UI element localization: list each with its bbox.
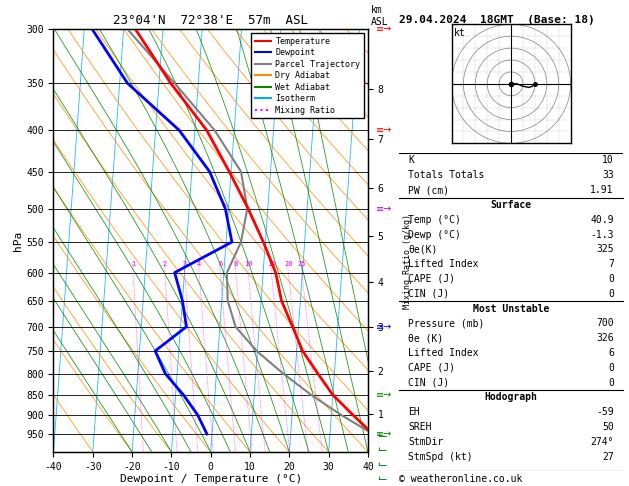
Text: © weatheronline.co.uk: © weatheronline.co.uk <box>399 473 523 484</box>
Text: ≡→: ≡→ <box>376 125 392 135</box>
Text: 326: 326 <box>596 333 614 343</box>
Text: 6: 6 <box>218 261 223 267</box>
Text: Pressure (mb): Pressure (mb) <box>408 318 485 329</box>
Text: 10: 10 <box>244 261 252 267</box>
Text: θe(K): θe(K) <box>408 244 438 254</box>
Text: CAPE (J): CAPE (J) <box>408 363 455 373</box>
Text: 0: 0 <box>608 378 614 387</box>
Text: 8: 8 <box>234 261 238 267</box>
Text: 10: 10 <box>602 156 614 166</box>
Text: SREH: SREH <box>408 422 432 432</box>
Text: Lifted Index: Lifted Index <box>408 259 479 269</box>
Text: Most Unstable: Most Unstable <box>473 304 549 313</box>
Text: 25: 25 <box>298 261 306 267</box>
Title: 23°04'N  72°38'E  57m  ASL: 23°04'N 72°38'E 57m ASL <box>113 14 308 27</box>
Text: kt: kt <box>454 28 465 38</box>
Text: -59: -59 <box>596 407 614 417</box>
Y-axis label: hPa: hPa <box>13 230 23 251</box>
Text: 325: 325 <box>596 244 614 254</box>
Text: ≡→: ≡→ <box>376 204 392 213</box>
Text: CAPE (J): CAPE (J) <box>408 274 455 284</box>
Text: 4: 4 <box>197 261 201 267</box>
Text: ≡→: ≡→ <box>376 322 392 332</box>
Text: ¬: ¬ <box>376 426 386 439</box>
Text: ¬: ¬ <box>376 455 386 468</box>
Text: Mixing Ratio (g/kg): Mixing Ratio (g/kg) <box>403 214 411 309</box>
Text: θe (K): θe (K) <box>408 333 443 343</box>
Legend: Temperature, Dewpoint, Parcel Trajectory, Dry Adiabat, Wet Adiabat, Isotherm, Mi: Temperature, Dewpoint, Parcel Trajectory… <box>252 34 364 118</box>
Text: 27: 27 <box>602 451 614 462</box>
Text: PW (cm): PW (cm) <box>408 185 450 195</box>
Text: ¬: ¬ <box>376 470 386 483</box>
Text: Totals Totals: Totals Totals <box>408 170 485 180</box>
Text: ≡→: ≡→ <box>376 390 392 400</box>
Text: 40.9: 40.9 <box>590 215 614 225</box>
X-axis label: Dewpoint / Temperature (°C): Dewpoint / Temperature (°C) <box>120 474 302 485</box>
Text: 20: 20 <box>284 261 292 267</box>
Text: 29.04.2024  18GMT  (Base: 18): 29.04.2024 18GMT (Base: 18) <box>399 15 595 25</box>
Text: 1.91: 1.91 <box>590 185 614 195</box>
Text: EH: EH <box>408 407 420 417</box>
Text: ≡→: ≡→ <box>376 24 392 34</box>
Text: 33: 33 <box>602 170 614 180</box>
Text: 1: 1 <box>131 261 135 267</box>
Text: CIN (J): CIN (J) <box>408 378 450 387</box>
Text: Temp (°C): Temp (°C) <box>408 215 461 225</box>
Text: 0: 0 <box>608 274 614 284</box>
Text: 6: 6 <box>608 348 614 358</box>
Text: StmSpd (kt): StmSpd (kt) <box>408 451 473 462</box>
Text: CIN (J): CIN (J) <box>408 289 450 299</box>
Text: 50: 50 <box>602 422 614 432</box>
Text: 7: 7 <box>608 259 614 269</box>
Text: ¬: ¬ <box>376 441 386 453</box>
Text: 0: 0 <box>608 289 614 299</box>
Text: 0: 0 <box>608 363 614 373</box>
Text: StmDir: StmDir <box>408 437 443 447</box>
Text: km
ASL: km ASL <box>371 5 389 27</box>
Text: 274°: 274° <box>590 437 614 447</box>
Text: K: K <box>408 156 415 166</box>
Text: Dewp (°C): Dewp (°C) <box>408 229 461 240</box>
Text: 15: 15 <box>267 261 276 267</box>
Text: Lifted Index: Lifted Index <box>408 348 479 358</box>
Text: Surface: Surface <box>491 200 532 210</box>
Text: -1.3: -1.3 <box>590 229 614 240</box>
Text: 2: 2 <box>163 261 167 267</box>
Text: 700: 700 <box>596 318 614 329</box>
Text: 3: 3 <box>182 261 187 267</box>
Text: Hodograph: Hodograph <box>484 392 538 402</box>
Text: ≡→: ≡→ <box>376 429 392 439</box>
